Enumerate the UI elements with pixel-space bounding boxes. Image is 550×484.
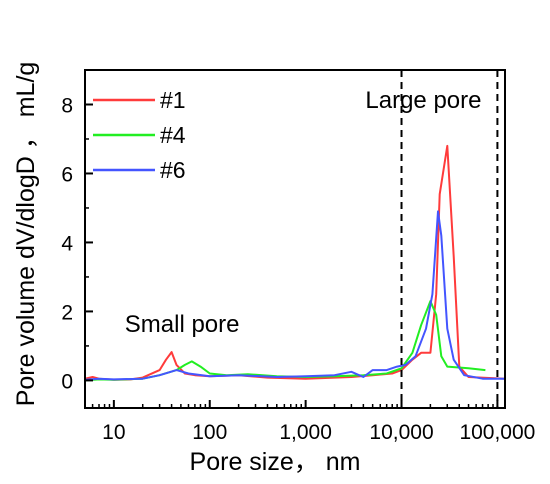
y-tick-label: 2 [61,301,73,324]
series-line-3 [84,210,505,381]
y-tick-label: 8 [61,94,73,117]
y-axis-ticks: 0 2 4 6 8 [61,69,93,393]
x-axis-ticks: 10 100 1,000 10,000 100,000 [84,400,535,444]
x-tick-label: 100,000 [459,421,535,444]
series-lines [84,144,506,382]
y-tick-label: 0 [61,370,73,393]
annotation-2: Small pore [125,311,240,338]
legend-label-2: #4 [160,122,186,148]
y-tick-label: 6 [61,163,73,186]
legend-label-3: #6 [160,157,186,183]
legend-label-1: #1 [160,87,186,113]
y-tick-label: 4 [61,232,73,255]
y-axis-title: Pore volume dV/dlogD ， mL/g [12,62,40,407]
annotations: Large pore Small pore [125,87,482,338]
x-tick-label: 1,000 [279,421,332,444]
x-axis-title: Pore size， nm [190,448,361,476]
x-tick-label: 10,000 [369,421,433,444]
annotation-1: Large pore [365,87,481,114]
plot-frame [84,69,506,409]
reference-lines [400,70,499,408]
legend: #1 #4 #6 [93,87,186,183]
x-tick-label: 10 [102,421,125,444]
x-tick-label: 100 [192,421,227,444]
series-line-1 [84,144,506,381]
